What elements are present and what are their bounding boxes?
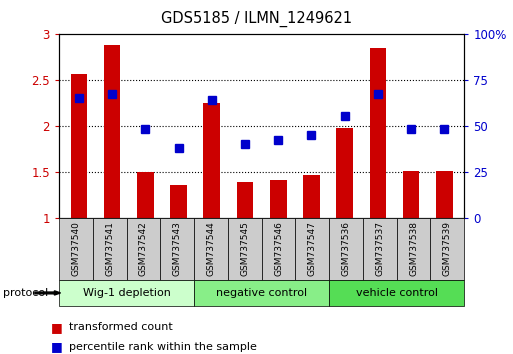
Text: ■: ■ xyxy=(51,321,63,334)
Bar xyxy=(170,184,187,218)
Text: Wig-1 depletion: Wig-1 depletion xyxy=(83,288,170,298)
Bar xyxy=(369,48,386,218)
Text: protocol: protocol xyxy=(3,288,48,298)
Text: GSM737545: GSM737545 xyxy=(240,221,249,276)
Bar xyxy=(104,45,121,218)
Text: GSM737543: GSM737543 xyxy=(173,221,182,276)
Text: negative control: negative control xyxy=(216,288,307,298)
Bar xyxy=(337,129,353,218)
Text: GSM737546: GSM737546 xyxy=(274,221,283,276)
Bar xyxy=(204,103,220,218)
Text: GSM737542: GSM737542 xyxy=(139,221,148,276)
Text: GSM737538: GSM737538 xyxy=(409,221,418,276)
Bar xyxy=(403,171,420,218)
Bar xyxy=(436,171,452,218)
Bar xyxy=(270,180,287,218)
Bar xyxy=(137,172,154,218)
Text: transformed count: transformed count xyxy=(69,322,173,332)
Text: vehicle control: vehicle control xyxy=(356,288,438,298)
Text: GSM737536: GSM737536 xyxy=(342,221,350,276)
Text: percentile rank within the sample: percentile rank within the sample xyxy=(69,342,257,352)
Bar xyxy=(236,182,253,218)
Text: ■: ■ xyxy=(51,341,63,353)
Text: GSM737537: GSM737537 xyxy=(376,221,384,276)
Bar xyxy=(303,175,320,218)
Text: GSM737541: GSM737541 xyxy=(105,221,114,276)
Text: GSM737540: GSM737540 xyxy=(71,221,81,276)
Text: GSM737547: GSM737547 xyxy=(308,221,317,276)
Text: GSM737544: GSM737544 xyxy=(206,221,215,276)
Text: GSM737539: GSM737539 xyxy=(443,221,452,276)
Text: GDS5185 / ILMN_1249621: GDS5185 / ILMN_1249621 xyxy=(161,11,352,27)
Bar xyxy=(71,74,87,218)
